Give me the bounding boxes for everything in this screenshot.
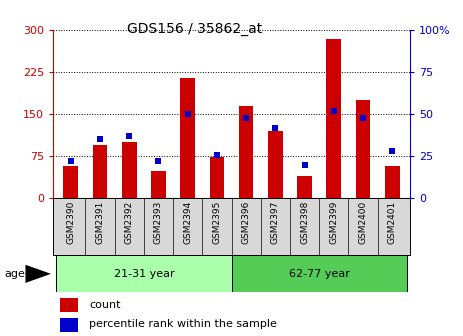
Bar	[239, 106, 253, 198]
Bar	[122, 142, 137, 198]
Bar	[60, 298, 78, 312]
Bar	[297, 176, 312, 198]
Text: GSM2391: GSM2391	[95, 201, 105, 245]
Text: GSM2399: GSM2399	[329, 201, 338, 245]
Text: 62-77 year: 62-77 year	[289, 269, 350, 279]
Text: GSM2398: GSM2398	[300, 201, 309, 245]
Text: GSM2400: GSM2400	[358, 201, 368, 244]
Bar	[181, 78, 195, 198]
Text: GSM2393: GSM2393	[154, 201, 163, 245]
FancyBboxPatch shape	[56, 255, 232, 292]
Bar	[385, 166, 400, 198]
Text: GSM2390: GSM2390	[66, 201, 75, 245]
Text: count: count	[89, 300, 120, 309]
Text: GSM2396: GSM2396	[242, 201, 250, 245]
Bar	[210, 157, 224, 198]
Bar	[326, 39, 341, 198]
Text: GDS156 / 35862_at: GDS156 / 35862_at	[127, 22, 262, 36]
Bar	[151, 171, 166, 198]
Text: GSM2394: GSM2394	[183, 201, 192, 244]
Bar	[60, 318, 78, 332]
Bar	[268, 131, 282, 198]
Text: age: age	[5, 269, 25, 279]
FancyBboxPatch shape	[232, 255, 407, 292]
Text: percentile rank within the sample: percentile rank within the sample	[89, 319, 277, 329]
Bar	[93, 145, 107, 198]
Text: GSM2397: GSM2397	[271, 201, 280, 245]
Bar	[356, 100, 370, 198]
Polygon shape	[25, 265, 51, 283]
Text: GSM2395: GSM2395	[213, 201, 221, 245]
Bar	[63, 166, 78, 198]
Text: GSM2401: GSM2401	[388, 201, 397, 244]
Text: GSM2392: GSM2392	[125, 201, 134, 244]
Text: 21-31 year: 21-31 year	[113, 269, 174, 279]
